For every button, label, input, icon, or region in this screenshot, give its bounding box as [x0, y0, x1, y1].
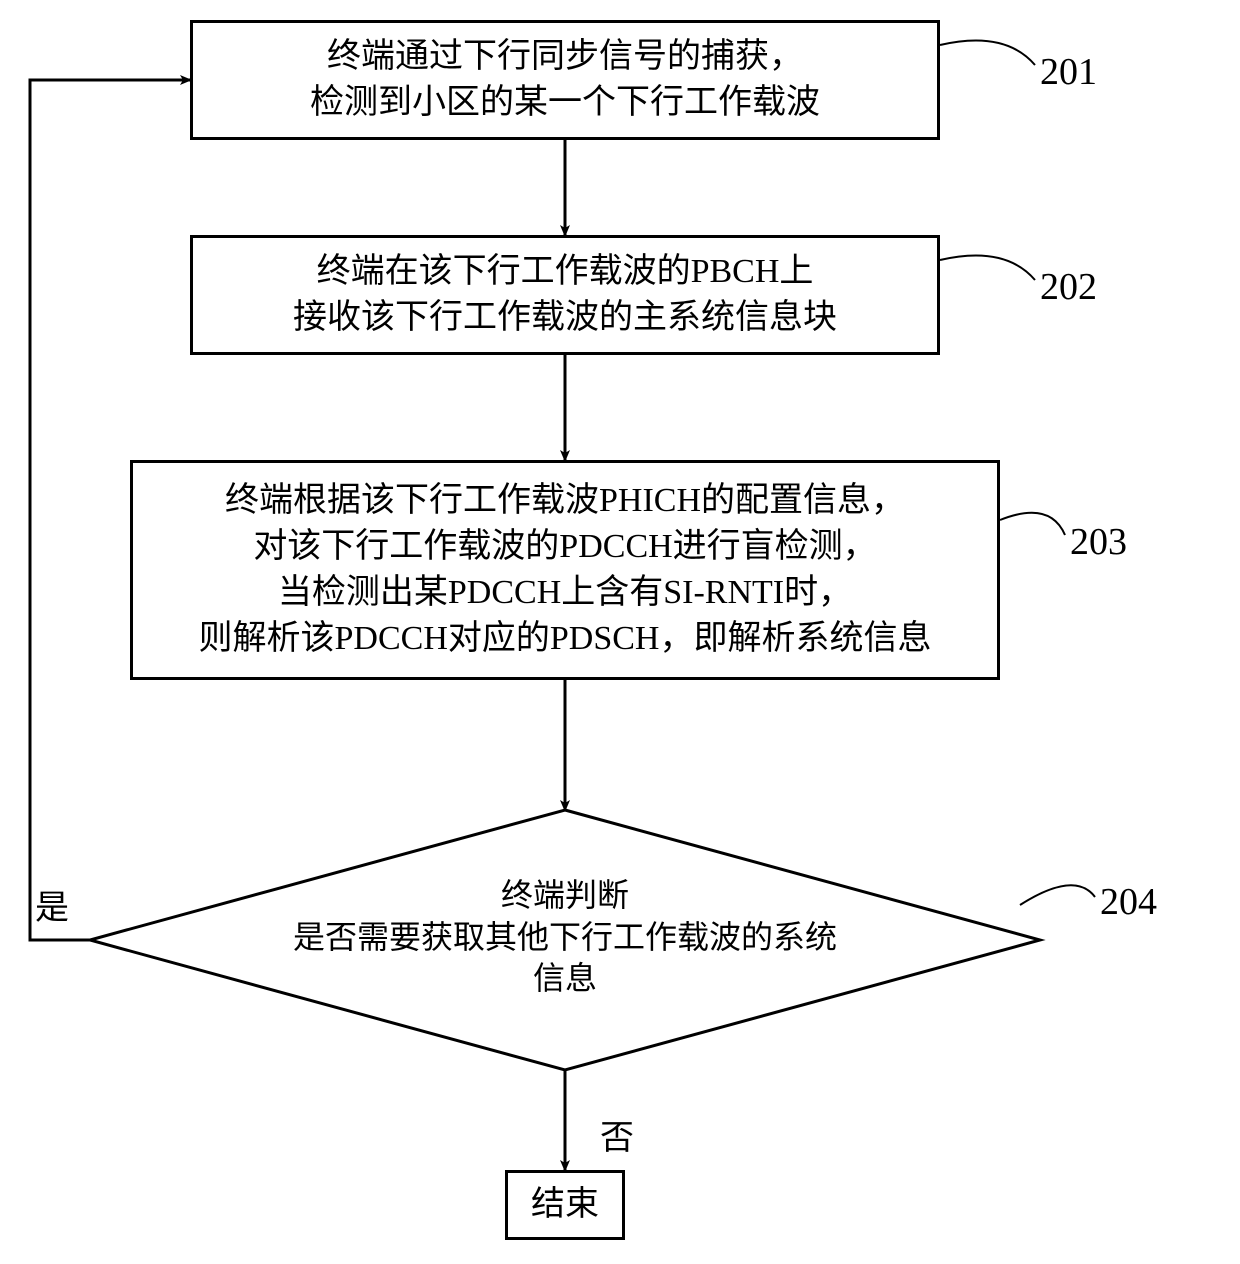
step-202-line1: 终端在该下行工作载波的PBCH上: [317, 249, 814, 295]
decision-line1: 终端判断: [209, 875, 922, 917]
step-203-box: 终端根据该下行工作载波PHICH的配置信息， 对该下行工作载波的PDCCH进行盲…: [130, 460, 1000, 680]
decision-line3: 信息: [209, 958, 922, 1000]
step-label-204: 204: [1100, 880, 1157, 924]
decision-line2: 是否需要获取其他下行工作载波的系统: [209, 917, 922, 959]
step-202-line2: 接收该下行工作载波的主系统信息块: [293, 295, 837, 341]
step-201-box: 终端通过下行同步信号的捕获， 检测到小区的某一个下行工作载波: [190, 20, 940, 140]
step-201-line1: 终端通过下行同步信号的捕获，: [327, 34, 803, 80]
edge-label-no: 否: [600, 1110, 634, 1159]
step-202-box: 终端在该下行工作载波的PBCH上 接收该下行工作载波的主系统信息块: [190, 235, 940, 355]
end-box: 结束: [505, 1170, 625, 1240]
step-203-line2: 对该下行工作载波的PDCCH进行盲检测，: [253, 524, 876, 570]
step-label-201: 201: [1040, 50, 1097, 94]
step-203-line3: 当检测出某PDCCH上含有SI-RNTI时，: [278, 570, 852, 616]
end-label: 结束: [531, 1182, 599, 1228]
step-label-203: 203: [1070, 520, 1127, 564]
step-label-202: 202: [1040, 265, 1097, 309]
step-203-line1: 终端根据该下行工作载波PHICH的配置信息，: [225, 478, 905, 524]
decision-204-text: 终端判断 是否需要获取其他下行工作载波的系统 信息: [209, 875, 922, 1000]
flowchart-canvas: 终端通过下行同步信号的捕获， 检测到小区的某一个下行工作载波 终端在该下行工作载…: [0, 0, 1240, 1264]
step-201-line2: 检测到小区的某一个下行工作载波: [310, 80, 820, 126]
step-203-line4: 则解析该PDCCH对应的PDSCH，即解析系统信息: [199, 616, 932, 662]
edge-label-yes: 是: [35, 880, 69, 929]
